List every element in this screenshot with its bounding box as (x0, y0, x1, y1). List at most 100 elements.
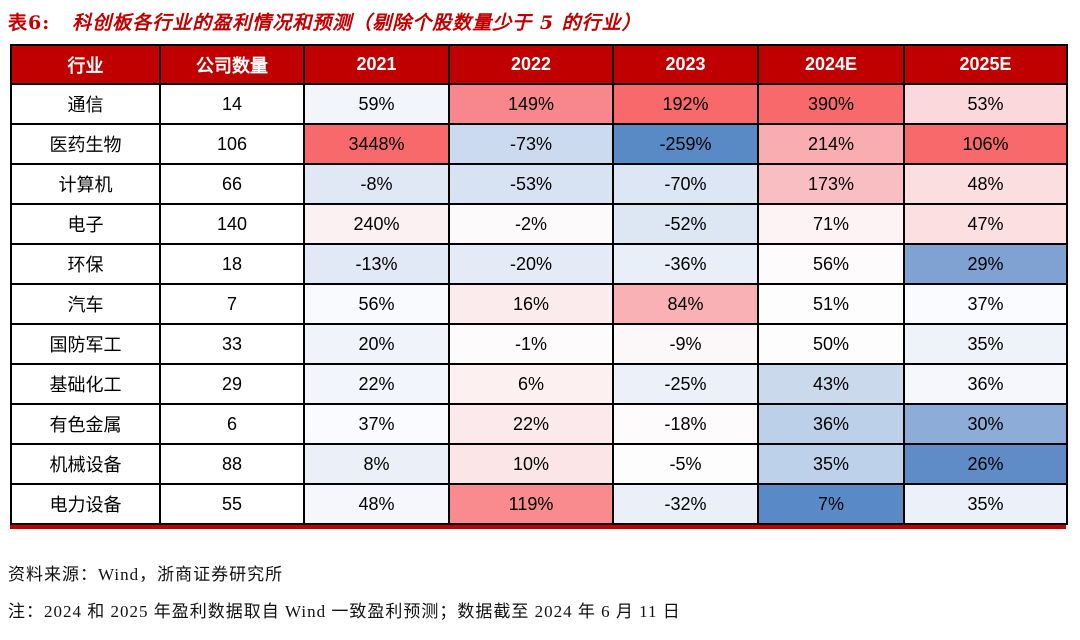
industry-cell: 汽车 (10, 283, 161, 325)
value-cell: 51% (757, 283, 905, 325)
column-header-1: 公司数量 (159, 44, 305, 85)
value-cell: 8% (303, 443, 450, 485)
table-row: 计算机 66 -8% -53% -70% 173% 48% (10, 163, 1068, 205)
value-cell: 56% (303, 283, 450, 325)
value-cell: 43% (757, 363, 905, 405)
company-count-cell: 29 (159, 363, 305, 405)
value-cell: 56% (757, 243, 905, 285)
value-cell: -52% (612, 203, 759, 245)
value-cell: 47% (903, 203, 1068, 245)
value-cell: -8% (303, 163, 450, 205)
column-header-6: 2025E (903, 44, 1068, 85)
table-header-row: 行业 公司数量 2021 2022 2023 2024E 2025E (10, 44, 1068, 85)
value-cell: -2% (448, 203, 614, 245)
value-cell: -53% (448, 163, 614, 205)
column-header-4: 2023 (612, 44, 759, 85)
value-cell: -32% (612, 483, 759, 525)
table-row: 电力设备 55 48% 119% -32% 7% 35% (10, 483, 1068, 525)
industry-cell: 通信 (10, 83, 161, 125)
table-row: 汽车 7 56% 16% 84% 51% 37% (10, 283, 1068, 325)
industry-cell: 医药生物 (10, 123, 161, 165)
value-cell: 48% (903, 163, 1068, 205)
value-cell: 173% (757, 163, 905, 205)
value-cell: -5% (612, 443, 759, 485)
value-cell: -36% (612, 243, 759, 285)
table-row: 机械设备 88 8% 10% -5% 35% 26% (10, 443, 1068, 485)
value-cell: 7% (757, 483, 905, 525)
value-cell: 50% (757, 323, 905, 365)
value-cell: 390% (757, 83, 905, 125)
table-row: 电子 140 240% -2% -52% 71% 47% (10, 203, 1068, 245)
table-row: 通信 14 59% 149% 192% 390% 53% (10, 83, 1068, 125)
company-count-cell: 140 (159, 203, 305, 245)
value-cell: 6% (448, 363, 614, 405)
table-number-label: 表6: (8, 12, 51, 34)
value-cell: 84% (612, 283, 759, 325)
value-cell: -20% (448, 243, 614, 285)
value-cell: 71% (757, 203, 905, 245)
value-cell: -9% (612, 323, 759, 365)
value-cell: 35% (903, 323, 1068, 365)
value-cell: 26% (903, 443, 1068, 485)
value-cell: 119% (448, 483, 614, 525)
value-cell: 48% (303, 483, 450, 525)
note-text: 注：2024 和 2025 年盈利数据取自 Wind 一致盈利预测；数据截至 2… (8, 602, 681, 621)
value-cell: 106% (903, 123, 1068, 165)
table-title-text: 科创板各行业的盈利情况和预测（剔除个股数量少于 5 的行业） (72, 12, 642, 34)
value-cell: 37% (903, 283, 1068, 325)
company-count-cell: 6 (159, 403, 305, 445)
value-cell: 37% (303, 403, 450, 445)
company-count-cell: 106 (159, 123, 305, 165)
value-cell: 149% (448, 83, 614, 125)
column-header-5: 2024E (757, 44, 905, 85)
table-row: 基础化工 29 22% 6% -25% 43% 36% (10, 363, 1068, 405)
column-header-2: 2021 (303, 44, 450, 85)
value-cell: -13% (303, 243, 450, 285)
value-cell: 53% (903, 83, 1068, 125)
value-cell: 16% (448, 283, 614, 325)
value-cell: -70% (612, 163, 759, 205)
value-cell: 22% (448, 403, 614, 445)
value-cell: 214% (757, 123, 905, 165)
company-count-cell: 33 (159, 323, 305, 365)
value-cell: 29% (903, 243, 1068, 285)
value-cell: 240% (303, 203, 450, 245)
table-title: 表6: 科创板各行业的盈利情况和预测（剔除个股数量少于 5 的行业） (8, 8, 1068, 35)
industry-cell: 电力设备 (10, 483, 161, 525)
value-cell: -25% (612, 363, 759, 405)
column-header-0: 行业 (10, 44, 161, 85)
value-cell: 36% (903, 363, 1068, 405)
industry-cell: 机械设备 (10, 443, 161, 485)
industry-cell: 有色金属 (10, 403, 161, 445)
industry-cell: 国防军工 (10, 323, 161, 365)
profit-heatmap-table: 行业 公司数量 2021 2022 2023 2024E 2025E 通信 14 59% 149%… (10, 44, 1068, 525)
value-cell: -259% (612, 123, 759, 165)
profit-heatmap-table-wrap: 行业 公司数量 2021 2022 2023 2024E 2025E 通信 14 59% 149%… (10, 44, 1068, 529)
industry-cell: 环保 (10, 243, 161, 285)
company-count-cell: 88 (159, 443, 305, 485)
value-cell: 10% (448, 443, 614, 485)
industry-cell: 电子 (10, 203, 161, 245)
table-row: 国防军工 33 20% -1% -9% 50% 35% (10, 323, 1068, 365)
value-cell: 36% (757, 403, 905, 445)
value-cell: 35% (903, 483, 1068, 525)
table-bottom-rule (10, 525, 1066, 529)
value-cell: -1% (448, 323, 614, 365)
industry-cell: 基础化工 (10, 363, 161, 405)
value-cell: 20% (303, 323, 450, 365)
column-header-3: 2022 (448, 44, 614, 85)
value-cell: 35% (757, 443, 905, 485)
table-row: 环保 18 -13% -20% -36% 56% 29% (10, 243, 1068, 285)
table-row: 有色金属 6 37% 22% -18% 36% 30% (10, 403, 1068, 445)
value-cell: -18% (612, 403, 759, 445)
value-cell: 22% (303, 363, 450, 405)
company-count-cell: 14 (159, 83, 305, 125)
value-cell: 3448% (303, 123, 450, 165)
value-cell: 59% (303, 83, 450, 125)
value-cell: -73% (448, 123, 614, 165)
company-count-cell: 7 (159, 283, 305, 325)
value-cell: 30% (903, 403, 1068, 445)
industry-cell: 计算机 (10, 163, 161, 205)
company-count-cell: 55 (159, 483, 305, 525)
company-count-cell: 18 (159, 243, 305, 285)
